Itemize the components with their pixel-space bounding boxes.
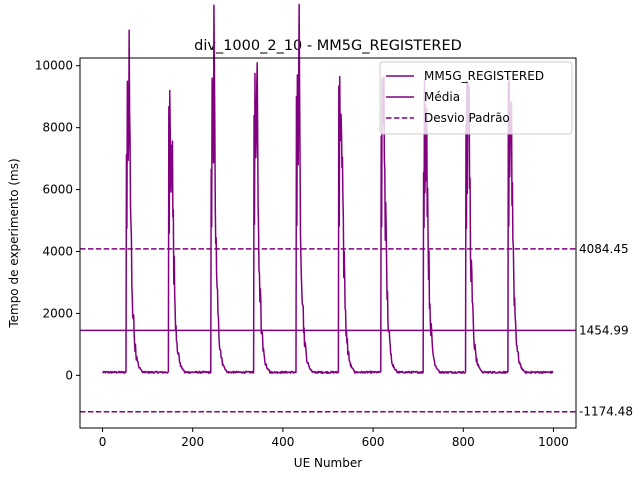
y-tick-label-3: 6000: [42, 183, 73, 197]
x-tick-label-3: 600: [362, 435, 385, 449]
y-tick-label-4: 8000: [42, 121, 73, 135]
y-tick-label-2: 4000: [42, 245, 73, 259]
hline-label-2: -1174.48: [579, 405, 633, 419]
legend-label-series: MM5G_REGISTERED: [424, 69, 544, 83]
legend-box: [379, 61, 573, 135]
legend-label-std: Desvio Padrão: [424, 111, 510, 125]
axes-frame: [79, 57, 577, 429]
x-tick-label-2: 400: [271, 435, 294, 449]
hline-label-1: 4084.45: [579, 242, 629, 256]
x-tick-label-1: 200: [181, 435, 204, 449]
plot-area: [80, 3, 576, 413]
x-tick-label-0: 0: [99, 435, 107, 449]
hline-label-0: 1454.99: [579, 323, 629, 337]
y-axis-label: Tempo de experimento (ms): [7, 158, 21, 328]
y-tick-label-5: 10000: [35, 59, 73, 73]
legend-label-mean: Média: [424, 90, 460, 104]
x-tick-label-5: 1000: [538, 435, 569, 449]
y-tick-label-1: 2000: [42, 306, 73, 320]
y-tick-label-0: 0: [65, 368, 73, 382]
annotations: 1454.99 4084.45 -1174.48: [579, 242, 633, 419]
x-tick-label-4: 800: [452, 435, 475, 449]
legend: MM5G_REGISTERED Média Desvio Padrão: [379, 61, 573, 135]
y-axis: 0 2000 4000 6000 8000 10000: [35, 59, 80, 382]
x-axis-label: UE Number: [294, 456, 362, 470]
x-axis: 0 200 400 600 800 1000: [99, 428, 569, 449]
series-line: [101, 3, 554, 374]
chart-title: div_1000_2_10 - MM5G_REGISTERED: [194, 38, 462, 54]
